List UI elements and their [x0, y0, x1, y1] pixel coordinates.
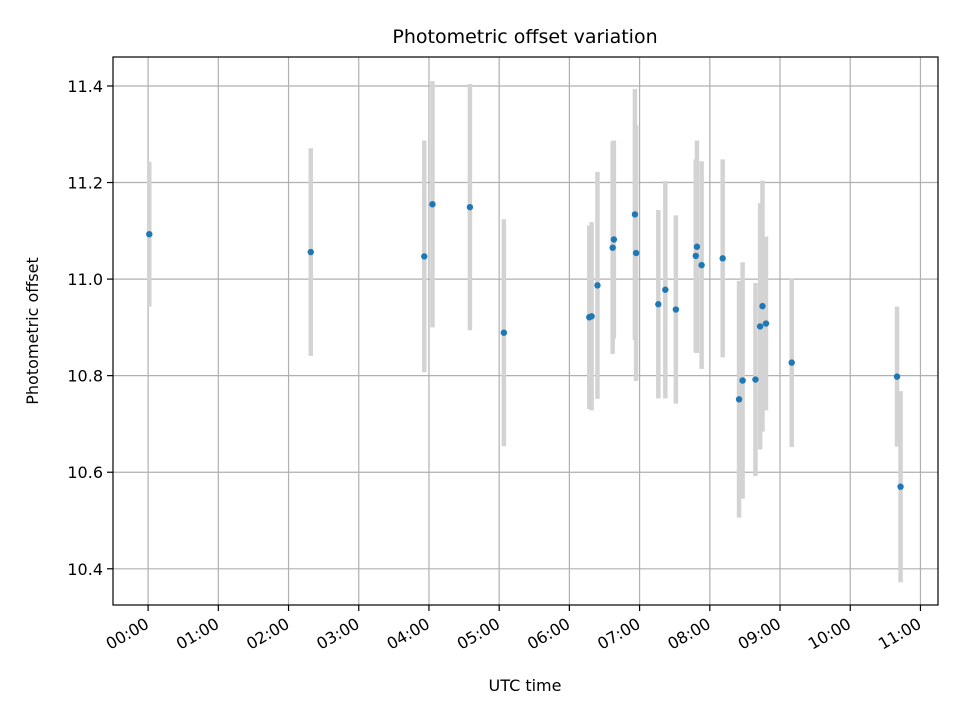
data-point [788, 359, 795, 366]
data-point [762, 320, 770, 327]
data-point [146, 230, 153, 238]
data-point [662, 286, 669, 293]
data-point [609, 244, 616, 251]
data-point [897, 483, 904, 490]
plot-frame [112, 56, 939, 606]
y-axis-label: Photometric offset [23, 257, 42, 405]
grid-lines [113, 57, 938, 605]
data-point [631, 211, 639, 218]
data-point [594, 282, 601, 289]
data-point [466, 203, 474, 211]
data-point [735, 396, 743, 403]
data-point [421, 253, 428, 260]
data-points [146, 201, 904, 490]
data-point [756, 323, 764, 330]
data-point [307, 248, 314, 256]
y-tick-label: 11.0 [67, 270, 103, 289]
data-point [610, 236, 618, 243]
data-point [429, 201, 436, 208]
data-point [752, 376, 759, 383]
data-point [500, 329, 508, 336]
y-tick-label: 11.2 [67, 174, 103, 193]
data-point [693, 243, 701, 250]
data-point [739, 377, 746, 384]
y-tick-label: 10.6 [67, 463, 103, 482]
y-tick-label: 10.8 [67, 367, 103, 386]
data-point [759, 302, 766, 310]
y-tick-label: 11.4 [67, 77, 103, 96]
data-point [893, 373, 901, 380]
data-point [588, 313, 595, 320]
data-point [655, 301, 662, 308]
data-point [719, 255, 726, 262]
x-axis-label: UTC time [489, 676, 562, 695]
data-point [698, 261, 705, 269]
data-point [632, 249, 640, 257]
y-tick-label: 10.4 [67, 560, 103, 579]
data-point [692, 252, 699, 260]
chart-title: Photometric offset variation [392, 26, 657, 48]
data-point [672, 306, 680, 313]
